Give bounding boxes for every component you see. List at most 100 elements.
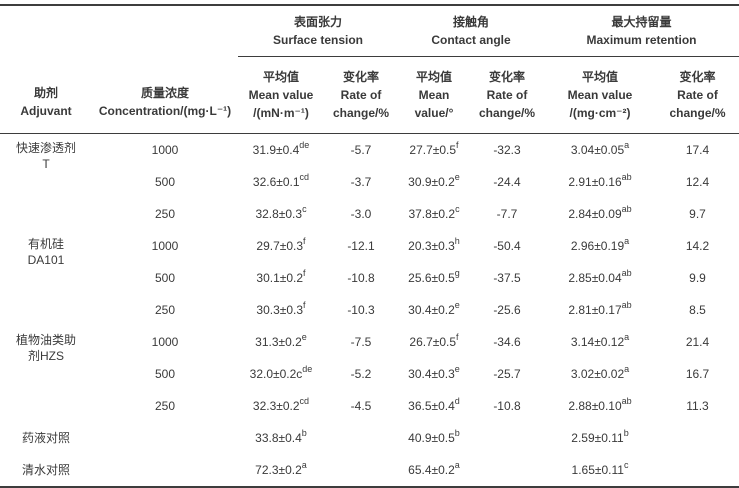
column-header-concentration: 质量浓度 Concentration/(mg·L⁻¹) [92, 5, 238, 134]
table-row: 500 32.6±0.1cd -3.7 30.9±0.2e -24.4 2.91… [0, 166, 739, 198]
significance-letter: a [301, 460, 307, 470]
concentration-value: 1000 [151, 239, 179, 253]
table-row: 250 32.8±0.3c -3.0 37.8±0.2c -7.7 2.84±0… [0, 198, 739, 230]
st-rate-value: -3.7 [350, 175, 372, 189]
ca-rate-value [470, 422, 544, 454]
ca-rate-value: -7.7 [496, 207, 518, 221]
concentration-value: 1000 [151, 143, 179, 157]
adjuvant-header-zh: 助剂 [33, 86, 58, 100]
mr-rate-value [656, 454, 739, 487]
ca-rate-value: -25.7 [493, 367, 521, 381]
significance-letter: ab [621, 172, 632, 182]
concentration-value: 250 [154, 303, 176, 317]
table-row: 250 32.3±0.2cd -4.5 36.5±0.4d -10.8 2.88… [0, 390, 739, 422]
subheader-st-rate: 变化率 Rate of change/% [324, 56, 398, 134]
subheader-ca-mean: 平均值 Mean value/° [398, 56, 470, 134]
concentration-value: 500 [154, 175, 176, 189]
mr-rate-value: 9.9 [689, 271, 706, 285]
ca-mean-value: 65.4±0.2a [408, 460, 460, 478]
significance-letter: e [301, 332, 307, 342]
ca-rate-value: -50.4 [493, 239, 521, 253]
ca-rate-value: -24.4 [493, 175, 521, 189]
significance-letter: b [454, 428, 460, 438]
mr-rate-value: 12.4 [685, 175, 710, 189]
mr-mean-value: 3.02±0.02a [570, 364, 630, 382]
st-mean-value: 72.3±0.2a [255, 460, 307, 478]
concentration-value: 250 [154, 207, 176, 221]
table-row: 250 30.3±0.3f -10.3 30.4±0.2e -25.6 2.81… [0, 294, 739, 326]
group-contact-angle-en: Contact angle [431, 33, 511, 47]
ca-rate-value: -37.5 [493, 271, 521, 285]
significance-letter: de [302, 364, 313, 374]
subheader-mr-rate: 变化率 Rate of change/% [656, 56, 739, 134]
st-mean-value: 33.8±0.4b [255, 428, 307, 446]
table-row: 清水对照 72.3±0.2a 65.4±0.2a 1.65±0.11c [0, 454, 739, 487]
group-header-maximum-retention: 最大持留量 Maximum retention [544, 5, 739, 57]
significance-letter: ab [621, 396, 632, 406]
significance-letter: c [302, 204, 307, 214]
st-mean-value: 29.7±0.3f [256, 236, 306, 254]
significance-letter: ab [621, 268, 632, 278]
significance-letter: cd [299, 396, 310, 406]
mr-mean-value: 2.88±0.10ab [568, 396, 632, 414]
group-header-row: 助剂 Adjuvant 质量浓度 Concentration/(mg·L⁻¹) … [0, 5, 739, 134]
mr-rate-value: 9.7 [689, 207, 706, 221]
significance-letter: f [303, 300, 306, 310]
group-surface-tension-zh: 表面张力 [293, 15, 342, 29]
mr-mean-value: 2.59±0.11b [571, 428, 629, 446]
significance-letter: f [456, 332, 459, 342]
st-mean-value: 32.0±0.2cde [249, 364, 313, 382]
st-rate-value: -4.5 [350, 399, 372, 413]
group-header-surface-tension: 表面张力 Surface tension [238, 5, 398, 57]
st-mean-value: 30.3±0.3f [256, 300, 306, 318]
significance-letter: b [623, 428, 629, 438]
significance-letter: a [454, 460, 460, 470]
significance-letter: f [303, 268, 306, 278]
table-row: 植物油类助 剂HZS 1000 31.3±0.2e -7.5 26.7±0.5f… [0, 326, 739, 364]
mr-mean-value: 2.84±0.09ab [568, 204, 632, 222]
adjuvant-properties-table: 助剂 Adjuvant 质量浓度 Concentration/(mg·L⁻¹) … [0, 4, 739, 488]
st-rate-value: -12.1 [347, 239, 375, 253]
significance-letter: e [454, 172, 460, 182]
ca-mean-value: 30.4±0.2e [408, 300, 460, 318]
st-mean-value: 32.8±0.3c [255, 204, 307, 222]
st-rate-value: -10.8 [347, 271, 375, 285]
st-rate-value [324, 454, 398, 487]
ca-mean-value: 36.5±0.4d [408, 396, 460, 414]
table-row: 药液对照 33.8±0.4b 40.9±0.5b 2.59±0.11b [0, 422, 739, 454]
group-header-contact-angle: 接触角 Contact angle [398, 5, 544, 57]
adjuvant-name-vegetable-oil-hzs: 植物油类助 剂HZS [15, 333, 76, 363]
mr-mean-value: 3.14±0.12a [570, 332, 630, 350]
mr-mean-value: 3.04±0.05a [570, 140, 630, 158]
ca-mean-value: 27.7±0.5f [409, 140, 459, 158]
st-mean-value: 32.6±0.1cd [252, 172, 310, 190]
st-rate-value: -5.7 [350, 143, 372, 157]
adjuvant-name-organosilicon-da101: 有机硅 DA101 [27, 237, 65, 267]
significance-letter: a [624, 364, 630, 374]
significance-letter: d [454, 396, 460, 406]
significance-letter: c [623, 460, 629, 470]
table-row: 500 30.1±0.2f -10.8 25.6±0.5g -37.5 2.85… [0, 262, 739, 294]
concentration-value: 500 [154, 271, 176, 285]
significance-letter: f [303, 236, 306, 246]
st-mean-value: 31.3±0.2e [255, 332, 307, 350]
table-row: 有机硅 DA101 1000 29.7±0.3f -12.1 20.3±0.3h… [0, 230, 739, 268]
st-rate-value: -10.3 [347, 303, 375, 317]
mr-rate-value: 8.5 [689, 303, 706, 317]
significance-letter: a [624, 332, 630, 342]
ca-rate-value: -32.3 [493, 143, 521, 157]
ca-mean-value: 37.8±0.2c [408, 204, 460, 222]
concentration-value [92, 454, 238, 487]
group-maximum-retention-en: Maximum retention [586, 33, 697, 47]
significance-letter: h [454, 236, 460, 246]
significance-letter: e [454, 300, 460, 310]
ca-mean-value: 25.6±0.5g [408, 268, 460, 286]
mr-mean-value: 2.96±0.19a [570, 236, 630, 254]
mr-rate-value: 14.2 [685, 239, 710, 253]
st-rate-value: -7.5 [350, 335, 372, 349]
group-contact-angle-zh: 接触角 [452, 15, 489, 29]
adjuvant-name-clear-water-control: 清水对照 [21, 463, 70, 477]
mr-rate-value: 11.3 [686, 399, 709, 413]
significance-letter: f [456, 140, 459, 150]
